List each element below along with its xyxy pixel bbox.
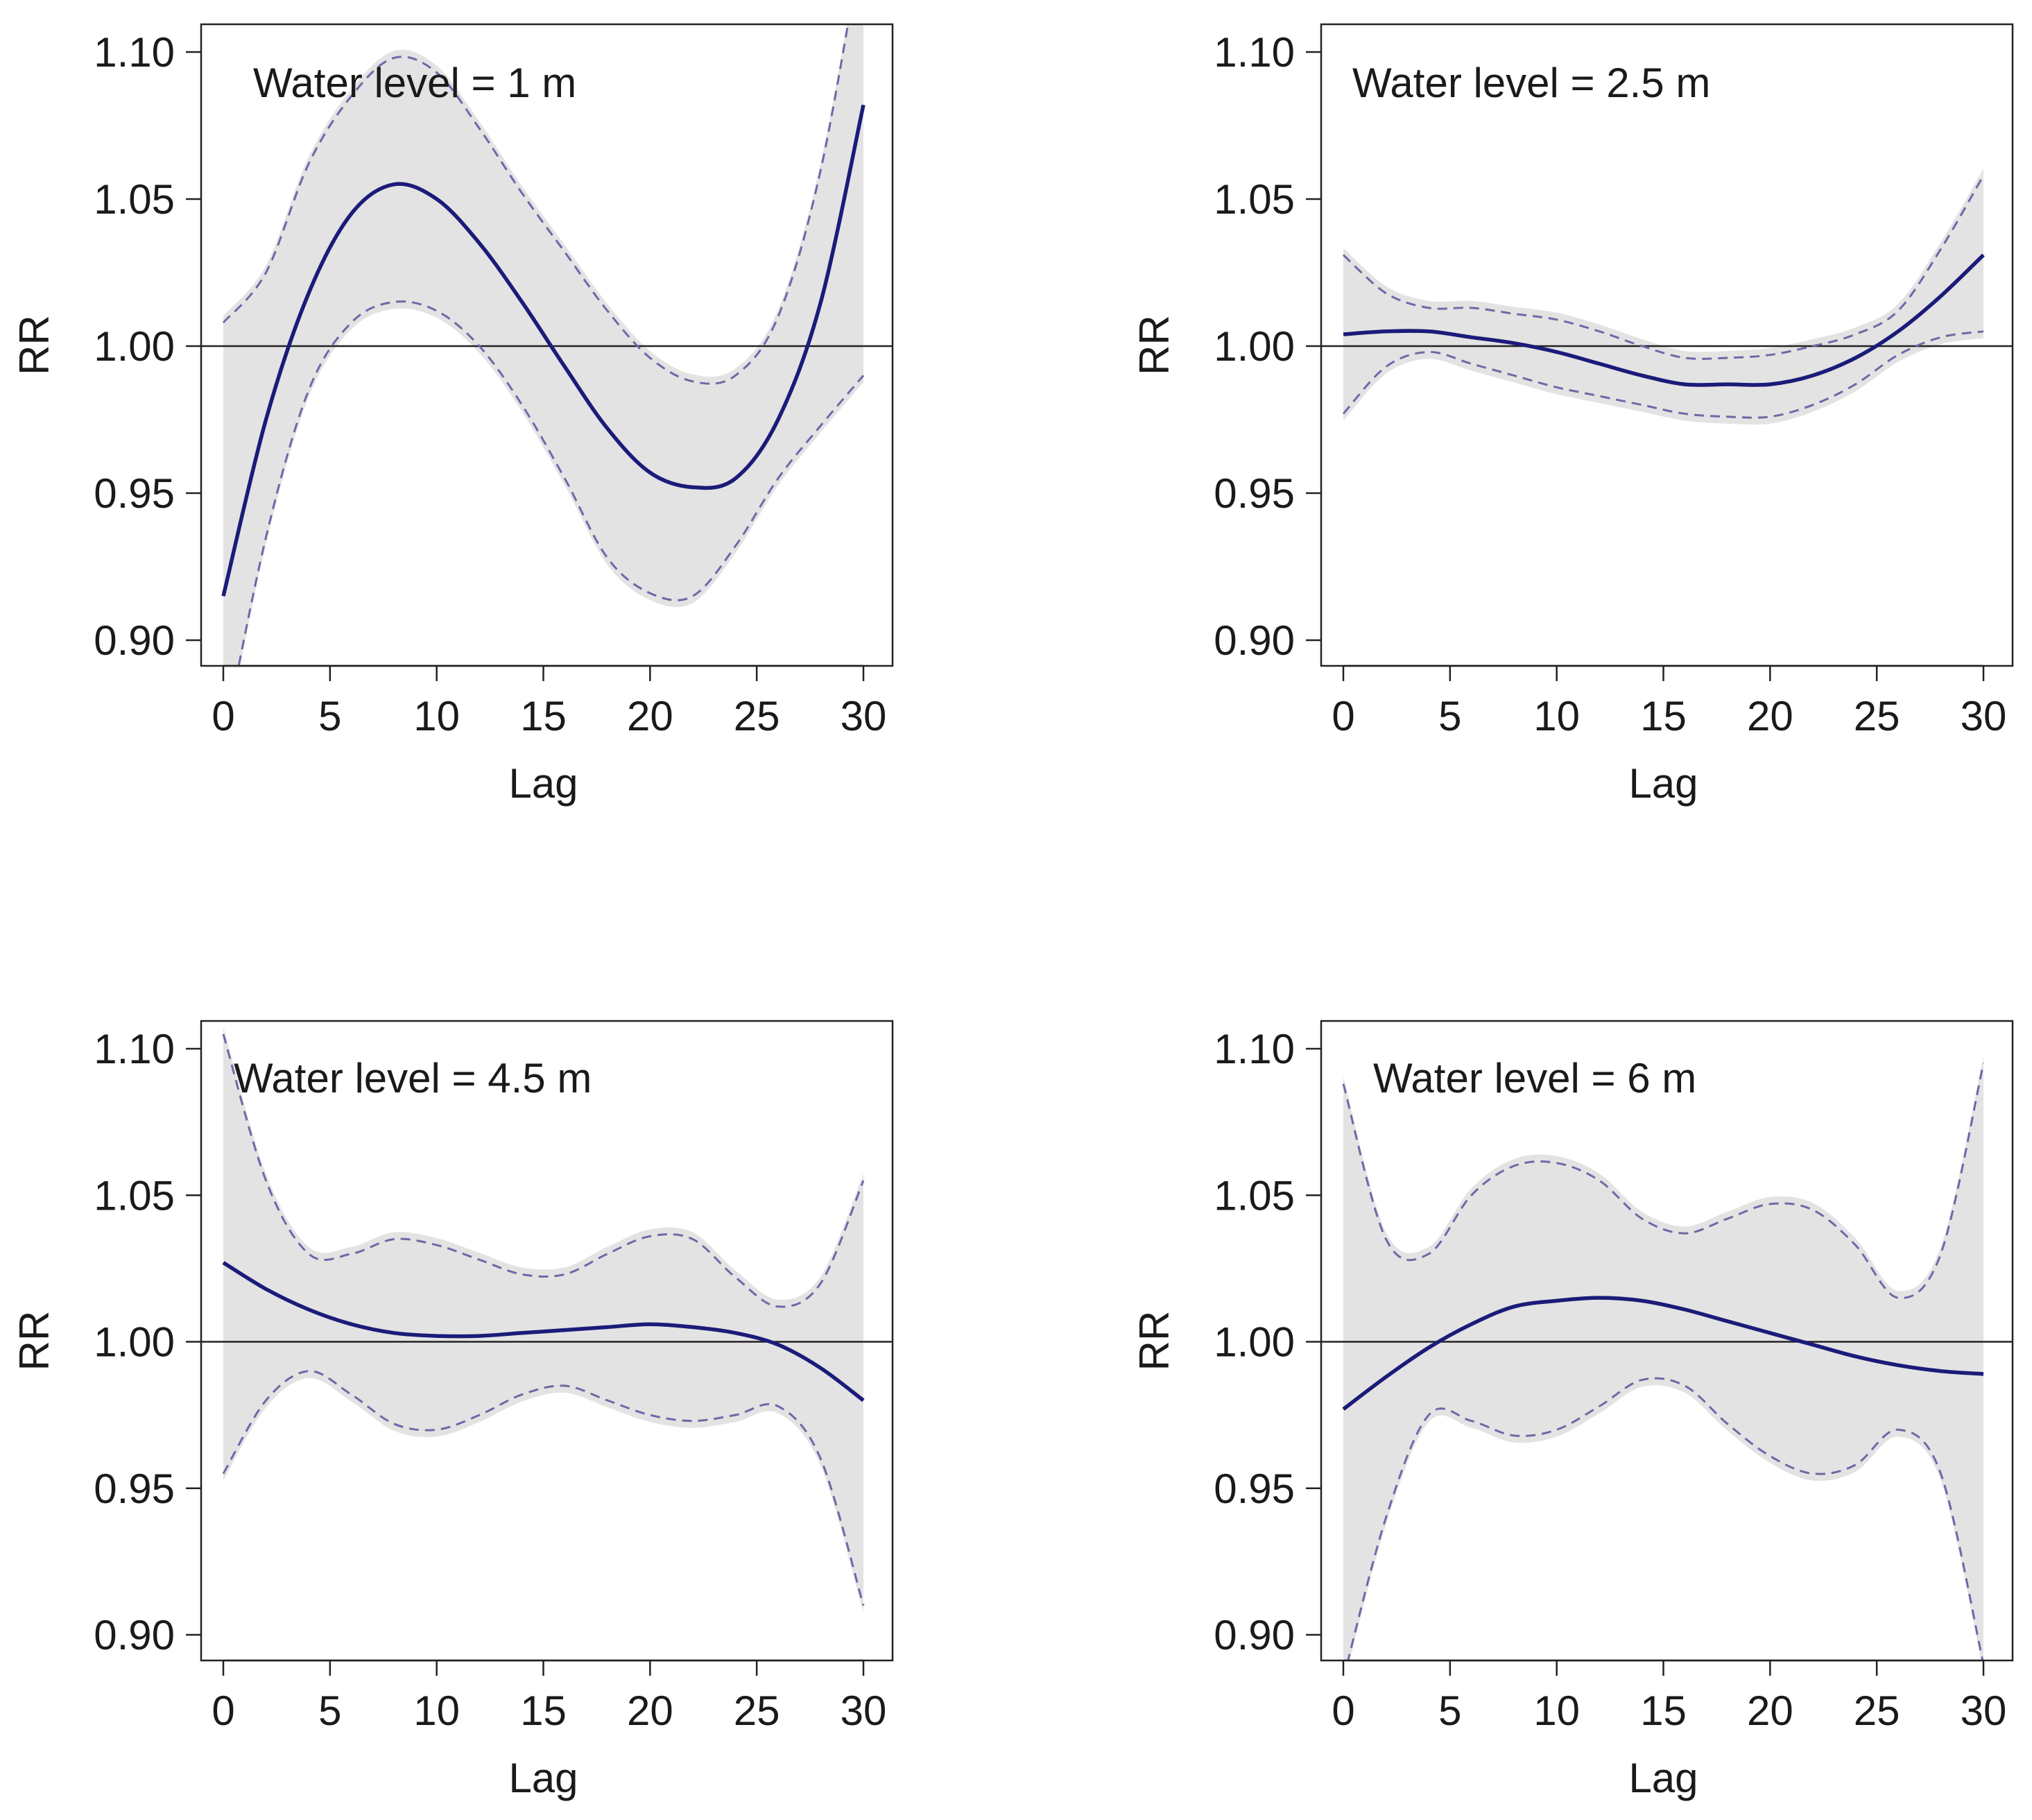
- y-tick-label: 1.05: [94, 1172, 175, 1219]
- panel-label: Water level = 1 m: [253, 60, 576, 106]
- x-tick-label: 0: [212, 693, 234, 739]
- x-axis-title: Lag: [508, 1755, 578, 1801]
- x-axis-title: Lag: [1628, 1755, 1698, 1801]
- y-tick-label: 0.90: [94, 617, 175, 664]
- y-tick-label: 1.10: [1214, 29, 1295, 76]
- y-tick-label: 0.90: [94, 1612, 175, 1658]
- ci-upper-line: [222, 1033, 865, 1308]
- y-tick-label: 1.05: [1214, 176, 1295, 223]
- y-tick-label: 1.00: [1214, 1319, 1295, 1366]
- plot-area: [201, 1027, 893, 1613]
- y-tick-label: 1.10: [94, 29, 175, 76]
- panel-1: Water level = 1 m 0.90 0.95 1.00 1.05 1.10 0 5 1…: [11, 23, 894, 807]
- x-tick-label: 15: [520, 1688, 567, 1734]
- x-tick-label: 15: [520, 693, 567, 739]
- ci-lower-line: [222, 1370, 865, 1606]
- ci-band: [1343, 169, 1983, 425]
- x-tick-label: 5: [1438, 1688, 1461, 1734]
- y-tick-label: 1.00: [94, 1319, 175, 1366]
- x-tick-label: 20: [627, 693, 673, 739]
- y-tick-label: 0.90: [1214, 617, 1295, 664]
- y-tick-label: 1.05: [1214, 1172, 1295, 1219]
- y-tick-label: 1.00: [94, 323, 175, 370]
- y-tick-label: 1.00: [1214, 323, 1295, 370]
- panel-label: Water level = 4.5 m: [234, 1055, 592, 1101]
- y-axis-title: RR: [1131, 315, 1178, 375]
- rr-curve: [1342, 1296, 1984, 1411]
- y-tick-label: 0.95: [94, 470, 175, 517]
- x-tick-label: 20: [1747, 1688, 1793, 1734]
- x-tick-label: 0: [1332, 1688, 1354, 1734]
- x-tick-label: 0: [1332, 693, 1354, 739]
- x-tick-label: 10: [413, 1688, 460, 1734]
- ci-band: [223, 1027, 863, 1613]
- x-tick-label: 30: [1961, 1688, 2007, 1734]
- x-axis-title: Lag: [508, 760, 578, 807]
- x-tick-label: 5: [318, 1688, 341, 1734]
- panel-label: Water level = 6 m: [1373, 1055, 1696, 1101]
- y-axis-title: RR: [11, 315, 58, 375]
- ci-lower-line: [1347, 1377, 1984, 1660]
- y-tick-label: 0.90: [1214, 1612, 1295, 1658]
- x-tick-label: 25: [1854, 1688, 1900, 1734]
- x-tick-label: 10: [1533, 693, 1580, 739]
- x-tick-label: 25: [1854, 693, 1900, 739]
- y-tick-label: 0.95: [94, 1466, 175, 1512]
- ci-band: [223, 24, 863, 666]
- panel-4: Water level = 6 m 0.90 0.95 1.00 1.05 1.10 0 5 1…: [1131, 1020, 2014, 1801]
- panel-label: Water level = 2.5 m: [1352, 60, 1710, 106]
- x-tick-label: 25: [734, 693, 780, 739]
- x-tick-label: 25: [734, 1688, 780, 1734]
- panel-2: Water level = 2.5 m 0.90 0.95 1.00 1.05 1.10 0…: [1131, 23, 2014, 807]
- y-axis-title: RR: [1131, 1311, 1178, 1371]
- rr-curve: [1343, 253, 1985, 387]
- ci-upper-line: [1342, 1063, 1985, 1299]
- x-tick-label: 30: [841, 693, 887, 739]
- x-tick-label: 0: [212, 1688, 234, 1734]
- y-axis-title: RR: [11, 1311, 58, 1371]
- y-tick-label: 1.05: [94, 176, 175, 223]
- plot-area: [201, 24, 893, 666]
- y-tick-label: 1.10: [1214, 1026, 1295, 1072]
- plot-area: [1321, 1056, 2013, 1660]
- rr-curve: [221, 104, 866, 597]
- ci-band: [1343, 1056, 1983, 1660]
- y-tick-label: 1.10: [94, 1026, 175, 1072]
- ci-upper-line: [1343, 175, 1985, 360]
- x-tick-label: 30: [1961, 693, 2007, 739]
- ci-lower-line: [237, 300, 865, 666]
- y-tick-label: 0.95: [1214, 470, 1295, 517]
- y-tick-label: 0.95: [1214, 1466, 1295, 1512]
- x-tick-label: 5: [1438, 693, 1461, 739]
- ci-lower-line: [1342, 330, 1984, 419]
- x-tick-label: 5: [318, 693, 341, 739]
- x-tick-label: 20: [1747, 693, 1793, 739]
- x-tick-label: 10: [1533, 1688, 1580, 1734]
- panel-3: Water level = 4.5 m 0.90 0.95 1.00 1.05 1.10 0…: [11, 1020, 894, 1801]
- x-tick-label: 30: [841, 1688, 887, 1734]
- ci-upper-line: [222, 24, 850, 385]
- x-tick-label: 15: [1640, 1688, 1687, 1734]
- plot-area: [1321, 169, 2013, 425]
- x-axis-title: Lag: [1628, 760, 1698, 807]
- x-tick-label: 10: [413, 693, 460, 739]
- rr-curve: [222, 1261, 865, 1402]
- x-tick-label: 15: [1640, 693, 1687, 739]
- x-tick-label: 20: [627, 1688, 673, 1734]
